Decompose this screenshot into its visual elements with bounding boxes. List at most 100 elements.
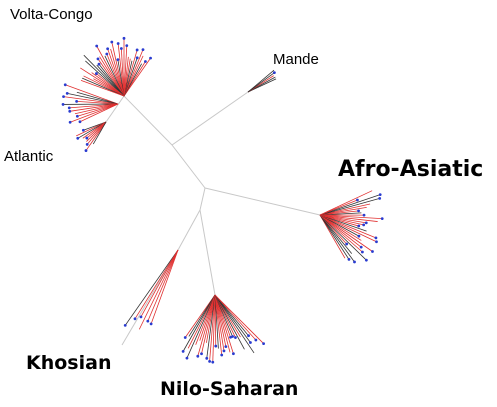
- clade-branch: [86, 121, 107, 145]
- label-afro-asiatic: Afro-Asiatic: [338, 157, 484, 182]
- clade-branch: [319, 198, 380, 216]
- clade-branch: [117, 43, 125, 97]
- leaf-tip: [364, 221, 368, 225]
- clade-branch: [67, 92, 119, 105]
- trunk-branch: [177, 209, 201, 251]
- leaf-tip: [123, 323, 127, 327]
- clade-branch: [197, 294, 216, 357]
- leaf-tip: [364, 258, 368, 262]
- leaf-tip: [362, 223, 366, 227]
- clade-branch: [104, 55, 125, 97]
- clade-branch: [319, 214, 378, 222]
- leaf-tip: [181, 349, 185, 353]
- leaf-tip: [141, 48, 145, 52]
- leaf-tip: [347, 257, 351, 261]
- leaf-tip: [95, 72, 98, 75]
- clade-branch: [124, 249, 179, 326]
- clade-afro-asiatic: [319, 190, 384, 264]
- leaf-tip: [135, 48, 139, 52]
- clade-khosian: [123, 249, 179, 330]
- leaf-tip: [95, 44, 99, 48]
- trunk-branch: [199, 209, 216, 296]
- clade-branch: [319, 214, 367, 224]
- leaf-tip: [254, 338, 258, 342]
- clade-branch: [214, 294, 255, 354]
- clade-branch: [214, 294, 219, 349]
- leaf-tip: [65, 91, 69, 95]
- leaf-tip: [85, 143, 89, 146]
- clade-branch: [214, 294, 225, 351]
- clade-branch: [319, 214, 360, 237]
- clade-branch: [214, 294, 231, 353]
- clade-branch: [319, 214, 346, 259]
- clade-branch: [319, 214, 367, 261]
- clade-branch: [80, 79, 125, 97]
- leaf-tip: [96, 57, 100, 61]
- clade-branch: [123, 45, 128, 97]
- leaf-tip: [61, 103, 65, 106]
- clade-branch: [97, 58, 125, 97]
- clade-branch: [107, 48, 125, 97]
- clade-branch: [206, 294, 216, 359]
- leaf-tip: [345, 242, 349, 246]
- clade-branch: [82, 77, 125, 97]
- clade-branch: [76, 121, 107, 137]
- leaf-tip: [378, 196, 382, 200]
- clade-branch: [80, 67, 125, 97]
- leaf-tip: [68, 120, 72, 124]
- clade-volta-congo: [80, 36, 152, 97]
- leaf-tip: [149, 322, 153, 326]
- leaf-tip: [380, 217, 384, 221]
- clade-branch: [214, 294, 227, 347]
- leaf-tip: [75, 114, 79, 118]
- clade-branch: [85, 60, 125, 97]
- leaf-tip: [374, 236, 378, 240]
- leaf-tip: [357, 224, 361, 228]
- clade-branch: [69, 103, 119, 123]
- clade-atlantic: [76, 121, 107, 152]
- clade-branch: [99, 56, 125, 97]
- leaf-tip: [356, 198, 359, 202]
- leaf-tip: [149, 56, 152, 60]
- clade-branch: [212, 294, 216, 363]
- clade-branch: [195, 294, 216, 345]
- trunk-branch: [199, 187, 206, 211]
- trunk-branch: [204, 187, 321, 216]
- clade-branch: [214, 294, 264, 344]
- clade-branch: [63, 96, 119, 105]
- trunk-branch: [171, 144, 206, 189]
- leaf-tip: [67, 106, 71, 110]
- leaf-tip: [81, 128, 85, 132]
- leaf-tip: [378, 193, 382, 197]
- leaf-tip: [133, 317, 137, 321]
- label-volta-congo: Volta-Congo: [10, 6, 93, 23]
- clade-branch: [214, 294, 234, 354]
- clade-branch: [150, 249, 179, 324]
- leaf-tip: [371, 250, 374, 253]
- clade-branch: [201, 294, 216, 354]
- clade-branch: [319, 214, 362, 248]
- leaf-tip: [234, 336, 237, 339]
- clade-branch: [182, 294, 216, 352]
- clade-branch: [247, 69, 275, 93]
- leaf-tip: [357, 234, 361, 238]
- leaf-tip: [353, 260, 356, 264]
- clade-branch: [76, 91, 119, 105]
- clade-branch: [319, 214, 367, 232]
- trunk-branch: [121, 249, 179, 346]
- clade-branch: [123, 49, 144, 97]
- clade-branch: [140, 249, 179, 318]
- leaf-tip: [122, 36, 126, 40]
- leaf-tip: [116, 58, 120, 62]
- leaf-tip: [214, 344, 218, 348]
- clade-branch: [214, 294, 217, 347]
- clade-branch: [82, 121, 107, 139]
- label-atlantic: Atlantic: [4, 148, 54, 165]
- label-khosian: Khosian: [26, 352, 112, 374]
- clade-branch: [214, 294, 223, 356]
- clade-branch: [147, 249, 179, 322]
- clade-branch: [319, 203, 371, 216]
- leaf-tip: [196, 354, 200, 358]
- clade-branch: [106, 53, 125, 97]
